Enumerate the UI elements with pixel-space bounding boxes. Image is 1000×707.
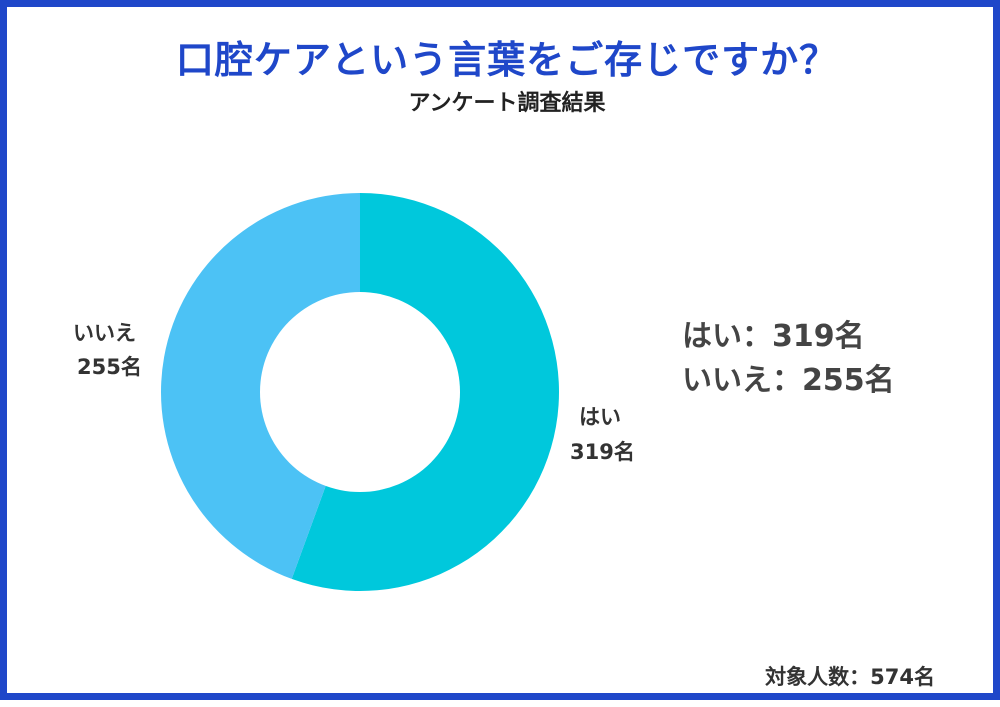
summary-yes-value: 319名 xyxy=(772,319,865,354)
summary-no-sep: ： xyxy=(772,363,802,398)
respondent-total: 対象人数：574名 xyxy=(765,665,935,689)
summary-yes-sep: ： xyxy=(742,319,772,354)
summary-line-no: いいえ：255名 xyxy=(682,359,895,403)
summary-line-yes: はい：319名 xyxy=(682,315,895,359)
summary-yes-label: はい xyxy=(682,319,742,354)
slice-label-no-value: 255名 xyxy=(77,355,142,379)
chart-subtitle: アンケート調査結果 xyxy=(408,91,606,116)
slice-label-no-name: いいえ xyxy=(73,321,136,345)
summary-block: はい：319名 いいえ：255名 xyxy=(682,315,895,403)
donut-chart: はい 319名 いいえ 255名 xyxy=(73,193,635,591)
donut-hole xyxy=(260,292,460,492)
slice-label-yes-name: はい xyxy=(579,405,621,429)
chart-title: 口腔ケアという言葉をご存じですか？ xyxy=(175,38,839,82)
summary-no-value: 255名 xyxy=(802,363,895,398)
summary-no-label: いいえ xyxy=(682,363,772,398)
slice-label-yes-value: 319名 xyxy=(570,440,635,464)
